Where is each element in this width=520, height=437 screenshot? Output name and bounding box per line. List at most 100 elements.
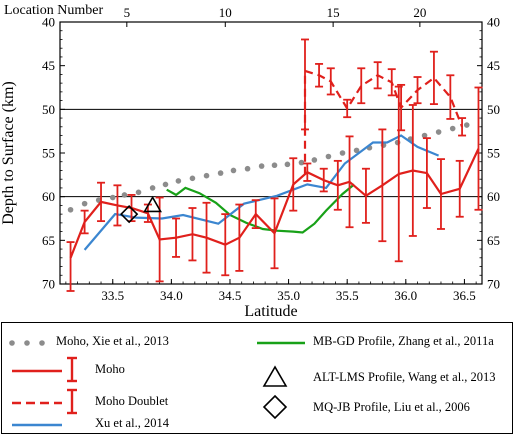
alt-lms-marker	[143, 195, 162, 213]
legend-xie-glyph	[9, 340, 45, 346]
error-bar	[361, 167, 370, 224]
error-bar	[345, 135, 354, 229]
xie-moho-point	[109, 194, 116, 201]
error-bar	[80, 209, 89, 235]
series-4	[166, 183, 355, 234]
legend-label-mqjb: MQ-JB Profile, Liu et al., 2006	[313, 400, 470, 414]
xie-moho-point	[81, 200, 88, 207]
error-bar	[357, 67, 366, 105]
error-bar	[113, 184, 122, 227]
xie-moho-point	[353, 147, 360, 154]
top-axis-title: Location Number	[4, 3, 103, 18]
error-bar	[202, 201, 211, 274]
error-bar	[289, 157, 298, 212]
xie-moho-point	[67, 206, 74, 213]
legend-triangle-glyph	[262, 365, 288, 387]
legend-moho-glyph	[12, 356, 77, 383]
mq-jb-marker	[120, 205, 139, 224]
error-bar	[333, 159, 342, 211]
xie-moho-point	[284, 161, 291, 168]
y-right-tick-label: 45	[487, 58, 500, 73]
top-tick-label: 5	[124, 5, 131, 20]
y-right-tick-label: 55	[487, 146, 500, 161]
xie-moho-point	[230, 167, 237, 174]
mbgd-line	[166, 183, 355, 234]
legend-glyphs	[9, 340, 305, 427]
legend-label-moho: Moho	[95, 362, 125, 376]
error-bar	[235, 203, 244, 272]
x-tick-label: 34.0	[160, 288, 183, 303]
error-bar	[319, 167, 328, 193]
error-bar	[446, 74, 455, 120]
x-axis-title: Latitude	[244, 303, 297, 320]
xie-moho-point	[339, 150, 346, 156]
y-axis-title: Depth to Surface (km)	[0, 81, 17, 225]
xie-moho-point	[311, 157, 318, 163]
xie-moho-point	[463, 122, 470, 128]
error-bar	[387, 68, 396, 97]
xie-moho-point	[244, 165, 251, 172]
error-bar	[422, 137, 431, 209]
y-tick-label: 50	[42, 102, 55, 117]
top-tick-label: 15	[327, 5, 340, 20]
x-tick-label: 35.0	[277, 288, 300, 303]
xie-moho-point	[149, 185, 156, 191]
xie-moho-point	[162, 181, 169, 188]
y-tick-label: 60	[42, 189, 55, 204]
legend-box: Moho, Xie et al., 2013 Moho Moho Doublet…	[1, 322, 513, 434]
plot-frame	[59, 21, 483, 285]
error-bar	[397, 83, 406, 132]
error-bar	[343, 98, 352, 119]
error-bar	[455, 159, 464, 218]
error-bar	[188, 207, 197, 262]
error-bar	[408, 104, 417, 237]
xie-moho-point	[449, 125, 456, 132]
xie-moho-point	[217, 170, 224, 176]
top-tick-label: 10	[219, 5, 232, 20]
legend-label-mbgd: MB-GD Profile, Zhang et al., 2011a	[313, 334, 494, 348]
series-0	[67, 122, 470, 213]
error-bar	[373, 61, 382, 90]
error-bar	[315, 63, 324, 88]
series-5	[143, 195, 162, 213]
x-tick-label: 36.0	[394, 288, 417, 303]
xie-moho-point	[298, 159, 305, 166]
series-1	[66, 85, 483, 292]
legend-doublet-glyph	[12, 388, 77, 415]
legend-label-doublet: Moho Doublet	[95, 394, 169, 408]
xie-moho-point	[175, 178, 182, 184]
x-tick-label: 33.5	[101, 288, 124, 303]
top-tick-label: 20	[413, 5, 426, 20]
xie-moho-point	[121, 192, 128, 198]
y-right-tick-label: 50	[487, 102, 500, 117]
error-bar	[303, 162, 312, 182]
depth-latitude-chart: 33.5 34.0 34.5 35.0 35.5 36.0 36.5 40 45 50 55 60 6…	[0, 3, 500, 320]
error-bar	[429, 50, 438, 105]
xie-moho-point	[135, 189, 142, 196]
y-tick-label: 55	[42, 146, 55, 161]
xie-moho-point	[258, 163, 265, 169]
error-bar	[458, 117, 467, 137]
error-bar	[270, 197, 279, 270]
y-tick-label: 45	[42, 58, 55, 73]
legend-diamond-glyph	[262, 394, 288, 420]
error-bar	[378, 128, 387, 243]
y-right-tick-label: 65	[487, 233, 500, 248]
y-right-tick-label: 60	[487, 189, 500, 204]
error-bar	[251, 199, 260, 230]
error-bar	[66, 241, 75, 292]
error-bar	[474, 86, 483, 211]
y-right-tick-label: 70	[487, 277, 500, 292]
xie-moho-point	[271, 162, 278, 169]
y-tick-label: 65	[42, 233, 55, 248]
xie-moho-point	[325, 153, 332, 160]
legend-label-altlms: ALT-LMS Profile, Wang et al., 2013	[313, 370, 496, 384]
error-bar	[413, 76, 422, 105]
y-right-tick-label: 40	[487, 15, 500, 30]
error-bar	[172, 217, 181, 258]
legend-label-xu: Xu et al., 2014	[95, 416, 169, 430]
y-tick-label: 70	[42, 277, 55, 292]
xie-moho-point	[421, 132, 428, 139]
y-tick-label: 40	[42, 15, 55, 30]
error-bar	[97, 181, 106, 223]
